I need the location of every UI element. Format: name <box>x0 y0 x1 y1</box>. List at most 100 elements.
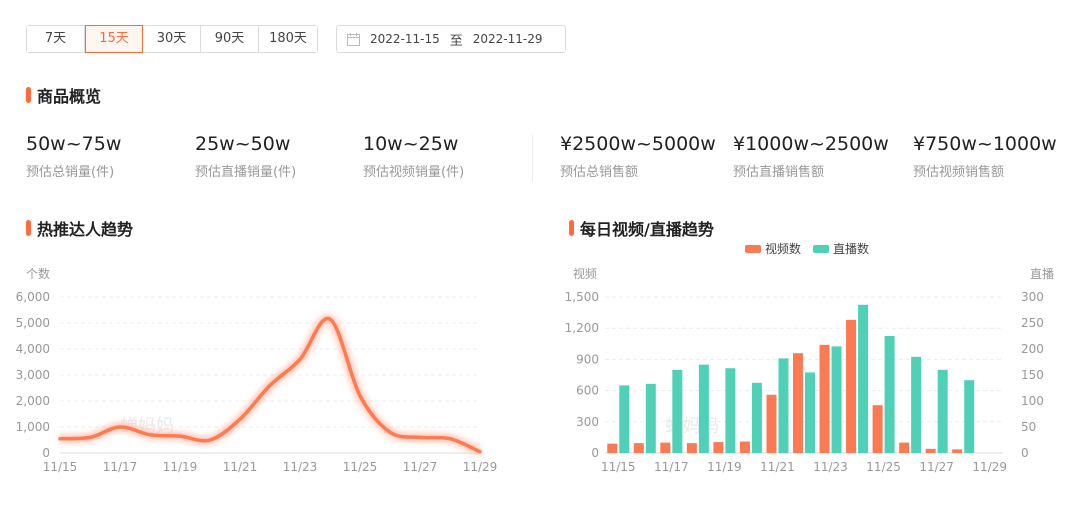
overview-title-text: 商品概览 <box>37 87 102 106</box>
y-tick-label: 1,000 <box>16 420 50 434</box>
range-button-3[interactable]: 90天 <box>201 26 259 52</box>
y-right-tick-label: 200 <box>1021 342 1044 356</box>
bar-live <box>805 372 815 453</box>
bar-video <box>925 448 936 453</box>
y-right-tick-label: 50 <box>1021 420 1036 434</box>
y-tick-label: 3,000 <box>16 368 50 382</box>
y-tick-label: 6,000 <box>16 290 50 304</box>
bar-video <box>819 344 830 453</box>
metric-divider <box>532 135 533 181</box>
metric-value: ¥1000w~2500w <box>733 133 889 155</box>
y-right-tick-label: 250 <box>1021 316 1044 330</box>
x-tick-label: 11/21 <box>760 460 795 474</box>
metric-value: ¥2500w~5000w <box>560 133 716 155</box>
metric-label: 预估直播销售额 <box>733 165 825 180</box>
metric-total-sales: 50w~75w 预估总销量(件) <box>26 133 121 180</box>
metric-value: 25w~50w <box>195 133 291 155</box>
bar-video <box>766 394 777 453</box>
metric-value: 50w~75w <box>26 133 122 155</box>
legend-label-video: 视频数 <box>765 242 802 256</box>
bar-live <box>911 356 922 453</box>
bar-video <box>872 405 883 453</box>
y-tick-label: 2,000 <box>16 394 50 408</box>
y-axis-label: 个数 <box>26 266 50 281</box>
bar-video <box>899 442 910 453</box>
metric-video-sales: 10w~25w 预估视频销量(件) <box>363 133 464 180</box>
bar-live <box>619 385 630 453</box>
y-left-tick-label: 600 <box>576 384 599 398</box>
title-accent-bar <box>569 220 574 236</box>
x-tick-label: 11/27 <box>403 460 438 474</box>
bar-video <box>793 353 803 453</box>
influencer-trend-title-text: 热推达人趋势 <box>37 220 134 239</box>
overview-title: 商品概览 <box>26 83 101 107</box>
x-tick-label: 11/23 <box>813 460 848 474</box>
bar-video <box>713 442 724 453</box>
metric-label: 预估直播销量(件) <box>195 165 297 180</box>
metric-value: 10w~25w <box>363 133 459 155</box>
title-accent-bar <box>26 220 31 236</box>
bar-live <box>831 346 842 453</box>
bar-chart-legend: 视频数 直播数 <box>745 240 881 257</box>
metric-label: 预估总销售额 <box>560 165 639 180</box>
date-end[interactable]: 2022-11-29 <box>472 32 543 46</box>
bar-live <box>751 382 762 453</box>
x-tick-label: 11/29 <box>972 460 1007 474</box>
bar-live <box>937 369 948 453</box>
bar-video <box>952 449 963 453</box>
x-tick-label: 11/21 <box>223 460 258 474</box>
y-right-tick-label: 100 <box>1021 394 1044 408</box>
x-tick-label: 11/23 <box>283 460 318 474</box>
y-left-tick-label: 0 <box>591 446 599 460</box>
x-tick-label: 11/19 <box>707 460 742 474</box>
bar-video <box>846 319 857 453</box>
metric-live-revenue: ¥1000w~2500w 预估直播销售额 <box>733 133 889 180</box>
y-left-tick-label: 1,500 <box>565 290 599 304</box>
metric-label: 预估视频销售额 <box>913 165 1005 180</box>
bar-video <box>633 443 644 453</box>
x-tick-label: 11/15 <box>601 460 636 474</box>
bar-live <box>858 304 869 453</box>
date-range-picker[interactable]: 2022-11-15 至 2022-11-29 <box>336 25 566 53</box>
metric-value: ¥750w~1000w <box>913 133 1057 155</box>
legend-label-live: 直播数 <box>833 242 870 256</box>
metric-label: 预估总销量(件) <box>26 165 115 180</box>
influencer-trend-title: 热推达人趋势 <box>26 216 133 240</box>
x-tick-label: 11/15 <box>43 460 78 474</box>
date-start[interactable]: 2022-11-15 <box>370 32 440 46</box>
bar-video <box>607 443 618 453</box>
bar-video <box>739 441 750 453</box>
metric-label: 预估视频销量(件) <box>363 165 465 180</box>
bar-live <box>672 369 683 453</box>
bar-live <box>884 336 895 453</box>
bar-live <box>964 380 975 453</box>
y-left-tick-label: 300 <box>576 415 599 429</box>
series-line <box>58 316 482 454</box>
x-tick-label: 11/25 <box>343 460 378 474</box>
legend-swatch-live <box>813 244 830 253</box>
bar-live <box>778 358 789 453</box>
legend-item-live[interactable]: 直播数 <box>813 240 869 257</box>
range-button-4[interactable]: 180天 <box>259 26 317 52</box>
metric-live-sales: 25w~50w 预估直播销量(件) <box>195 133 296 180</box>
y-right-tick-label: 0 <box>1021 446 1029 460</box>
calendar-icon <box>347 32 360 46</box>
date-separator: 至 <box>449 33 463 49</box>
bar-live <box>698 364 709 453</box>
x-tick-label: 11/19 <box>163 460 198 474</box>
y-tick-label: 4,000 <box>16 342 50 356</box>
y-right-axis-label: 直播 <box>1030 267 1054 281</box>
x-tick-label: 11/27 <box>919 460 954 474</box>
x-tick-label: 11/25 <box>866 460 901 474</box>
range-selector: 7天 15天 30天 90天 180天 <box>26 25 318 53</box>
legend-item-video[interactable]: 视频数 <box>745 240 801 257</box>
daily-trend-title: 每日视频/直播趋势 <box>569 216 714 240</box>
range-button-1[interactable]: 15天 <box>85 25 143 53</box>
metric-total-revenue: ¥2500w~5000w 预估总销售额 <box>560 133 716 180</box>
bar-video <box>660 442 671 453</box>
x-tick-label: 11/17 <box>103 460 138 474</box>
range-button-2[interactable]: 30天 <box>143 26 201 52</box>
range-button-0[interactable]: 7天 <box>27 26 85 52</box>
metric-video-revenue: ¥750w~1000w 预估视频销售额 <box>913 133 1057 180</box>
